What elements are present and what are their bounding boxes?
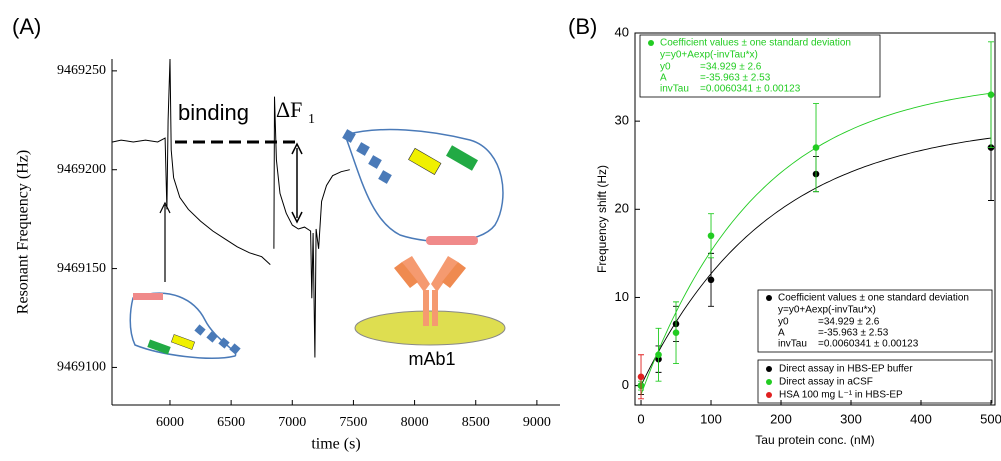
y-tick-label: 20 xyxy=(615,201,629,216)
fit-box xyxy=(757,289,993,353)
y-axis-label: Resonant Frequency (Hz) xyxy=(15,150,32,314)
fit-param: A xyxy=(660,73,667,84)
y-tick-label: 9469250 xyxy=(57,63,106,78)
point xyxy=(987,91,995,99)
x-tick-label: 7000 xyxy=(278,415,306,430)
antibody xyxy=(432,290,438,326)
legend-box xyxy=(757,359,993,404)
annotation: 1 xyxy=(308,112,315,127)
beads xyxy=(194,324,241,355)
fit-param: A xyxy=(778,328,785,339)
fit-title: Coefficient values ± one standard deviat… xyxy=(778,293,969,304)
x-tick-label: 400 xyxy=(910,411,932,426)
y-tick-label: 9469200 xyxy=(57,162,106,177)
point xyxy=(707,276,715,284)
y-tick-label: 10 xyxy=(615,289,629,304)
panel-label: (A) xyxy=(12,14,41,39)
segment xyxy=(170,334,196,350)
x-tick-label: 300 xyxy=(840,411,862,426)
surface xyxy=(354,310,506,346)
x-tick-label: 8500 xyxy=(462,415,490,430)
fit-value: =34.929 ± 2.6 xyxy=(818,317,880,328)
point xyxy=(655,351,662,359)
x-tick-label: 6000 xyxy=(156,415,184,430)
fit-param: y0 xyxy=(778,317,789,328)
point xyxy=(812,144,820,151)
y-tick-label: 9469100 xyxy=(57,360,106,375)
fit-value: =0.0060341 ± 0.00123 xyxy=(818,339,919,350)
fit-value: =-35.963 ± 2.53 xyxy=(700,73,771,84)
fit-marker xyxy=(766,295,772,301)
point xyxy=(707,232,715,240)
cartoons xyxy=(129,128,506,359)
legend-label: HSA 100 mg L⁻¹ in HBS-EP xyxy=(779,390,903,401)
y-tick-label: 0 xyxy=(622,377,629,392)
fit-title: Coefficient values ± one standard deviat… xyxy=(660,38,851,49)
x-tick-label: 100 xyxy=(700,411,722,426)
x-tick-label: 9000 xyxy=(523,415,551,430)
up-arrow-head xyxy=(159,201,171,214)
y-tick-label: 30 xyxy=(615,113,629,128)
fit-param: invTau xyxy=(778,339,807,350)
trace xyxy=(112,58,350,358)
beads xyxy=(342,129,392,184)
point xyxy=(672,329,680,337)
y-axis-label: Frequency shift (Hz) xyxy=(595,165,609,273)
chain xyxy=(129,292,237,359)
y-tick-label: 9469150 xyxy=(57,261,106,276)
x-tick-label: 6500 xyxy=(217,415,245,430)
fit-param: y0 xyxy=(660,62,671,73)
legend-label: Direct assay in HBS-EP buffer xyxy=(779,364,913,375)
fit-equation: y=y0+Aexp(-invTau*x) xyxy=(778,305,876,316)
x-tick-label: 7500 xyxy=(339,415,367,430)
antibody xyxy=(394,262,466,288)
fit-marker xyxy=(648,40,654,46)
x-axis-label: time (s) xyxy=(311,436,360,453)
x-axis-label: Tau protein conc. (nM) xyxy=(755,433,874,447)
legend-label: Direct assay in aCSF xyxy=(779,377,873,388)
segment xyxy=(426,236,478,245)
fit-value: =0.0060341 ± 0.00123 xyxy=(700,84,801,95)
x-tick-label: 200 xyxy=(770,411,792,426)
x-tick-label: 0 xyxy=(637,411,644,426)
segment xyxy=(133,293,163,300)
legend-marker xyxy=(766,366,772,372)
annotation: binding xyxy=(178,100,249,125)
legend-marker xyxy=(766,392,772,398)
segment xyxy=(147,339,171,355)
chain xyxy=(344,128,504,243)
plot-frame xyxy=(634,32,996,406)
annotation: ΔF xyxy=(276,97,302,122)
x-tick-label: 8000 xyxy=(401,415,429,430)
antibody xyxy=(402,256,458,292)
delta-arrow-heads xyxy=(291,142,303,224)
fit-equation: y=y0+Aexp(-invTau*x) xyxy=(660,50,758,61)
fit-param: invTau xyxy=(660,84,689,95)
segment xyxy=(408,147,442,175)
antibody xyxy=(423,290,429,326)
x-tick-label: 500 xyxy=(980,411,1001,426)
annotation: mAb1 xyxy=(408,349,455,369)
fit-box xyxy=(639,34,881,98)
y-tick-label: 40 xyxy=(615,24,629,39)
point xyxy=(637,373,645,381)
panel-label: (B) xyxy=(568,14,597,39)
fit-value: =-35.963 ± 2.53 xyxy=(818,328,889,339)
fit-value: =34.929 ± 2.6 xyxy=(700,62,762,73)
legend-marker xyxy=(766,379,772,385)
segment xyxy=(446,145,478,171)
